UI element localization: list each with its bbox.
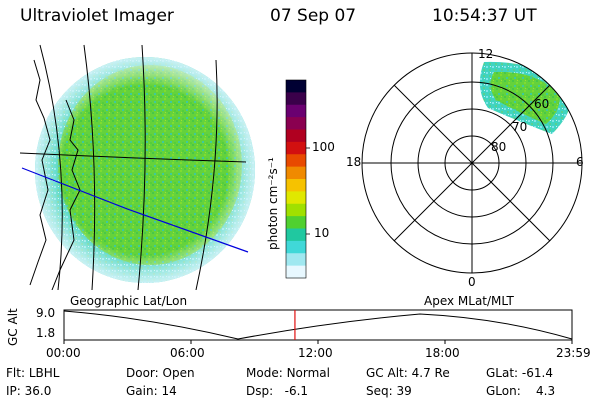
colorbar-segment <box>286 179 306 192</box>
dsp-label: Dsp: <box>246 384 274 398</box>
glat-value: -61.4 <box>521 366 553 380</box>
colorbar <box>285 79 310 279</box>
meridian <box>137 44 146 290</box>
colorbar-segment <box>286 154 306 168</box>
altitude-curve <box>63 310 573 340</box>
lat-label-60: 60 <box>534 97 550 111</box>
seq-label: Seq: <box>366 384 393 398</box>
timeline-xtick: 18:00 <box>425 346 460 360</box>
geographic-label: Geographic Lat/Lon <box>70 294 188 308</box>
gcalt-field: GC Alt: 4.7 Re <box>366 366 450 380</box>
colorbar-segment <box>286 80 306 93</box>
seq-value: 39 <box>396 384 412 398</box>
flt-field: Flt: LBHL <box>6 366 59 380</box>
dsp-field: Dsp: -6.1 <box>246 384 308 398</box>
ip-label: IP: <box>6 384 21 398</box>
mode-value: Normal <box>286 366 330 380</box>
glon-label: GLon: <box>486 384 521 398</box>
colorbar-segment <box>286 92 306 106</box>
mlt-label-6: 6 <box>576 155 584 169</box>
door-label: Door: <box>126 366 159 380</box>
flt-label: Flt: <box>6 366 25 380</box>
meridian <box>83 44 96 290</box>
colorbar-segment <box>286 253 306 267</box>
colorbar-segment <box>286 265 306 279</box>
colorbar-segment <box>286 203 306 217</box>
timeline-xtick: 06:00 <box>170 346 205 360</box>
colorbar-segment <box>286 240 306 254</box>
colorbar-segment <box>286 129 306 143</box>
ip-value: 36.0 <box>24 384 52 398</box>
timeline-ytick-low: 1.8 <box>36 326 56 340</box>
mode-label: Mode: <box>246 366 283 380</box>
door-value: Open <box>162 366 195 380</box>
gain-field: Gain: 14 <box>126 384 177 398</box>
time-label: 10:54:37 UT <box>432 6 537 26</box>
colorbar-tick-100: 100 <box>312 140 335 154</box>
colorbar-segment <box>286 166 306 180</box>
door-field: Door: Open <box>126 366 195 380</box>
timeline-ytick-high: 9.0 <box>36 306 56 320</box>
meridian <box>195 59 218 290</box>
lat-label-70: 70 <box>512 120 528 134</box>
terminator-line <box>21 167 249 253</box>
ip-field: IP: 36.0 <box>6 384 51 398</box>
gain-label: Gain: <box>126 384 158 398</box>
latitude-line <box>20 152 247 163</box>
meridian <box>39 44 63 290</box>
colorbar-segment <box>286 191 306 205</box>
mlt-label-0: 0 <box>468 275 476 289</box>
flt-value: LBHL <box>28 366 60 380</box>
aurora-image <box>20 44 255 290</box>
instrument-title: Ultraviolet Imager <box>20 6 174 26</box>
colorbar-tick-10: 10 <box>314 226 330 240</box>
colorbar-segment <box>286 141 306 155</box>
colorbar-segment <box>286 104 306 118</box>
colorbar-segment <box>286 228 306 242</box>
dsp-value: -6.1 <box>284 384 309 398</box>
seq-field: Seq: 39 <box>366 384 412 398</box>
colorbar-segment <box>286 216 306 230</box>
polar-label: Apex MLat/MLT <box>424 294 514 308</box>
colorbar-segment <box>286 117 306 131</box>
mode-field: Mode: Normal <box>246 366 330 380</box>
mlt-label-18: 18 <box>346 155 362 169</box>
lat-label-80: 80 <box>491 140 507 154</box>
glon-value: 4.3 <box>536 384 556 398</box>
gcalt-label: GC Alt: <box>366 366 408 380</box>
glat-label: GLat: <box>486 366 519 380</box>
gain-value: 14 <box>161 384 177 398</box>
gcalt-value: 4.7 Re <box>411 366 450 380</box>
coastline-east <box>51 99 81 290</box>
timeline-xtick: 12:00 <box>298 346 333 360</box>
glat-field: GLat: -61.4 <box>486 366 553 380</box>
timeline-xtick: 23:59 <box>556 346 591 360</box>
glon-field: GLon: 4.3 <box>486 384 555 398</box>
polar-aurora-inner <box>490 71 560 124</box>
timeline-ylabel: GC Alt <box>6 308 20 346</box>
coastline <box>29 59 51 286</box>
mlt-label-12: 12 <box>478 47 494 61</box>
date-label: 07 Sep 07 <box>270 6 357 26</box>
timeline-xtick: 00:00 <box>46 346 81 360</box>
